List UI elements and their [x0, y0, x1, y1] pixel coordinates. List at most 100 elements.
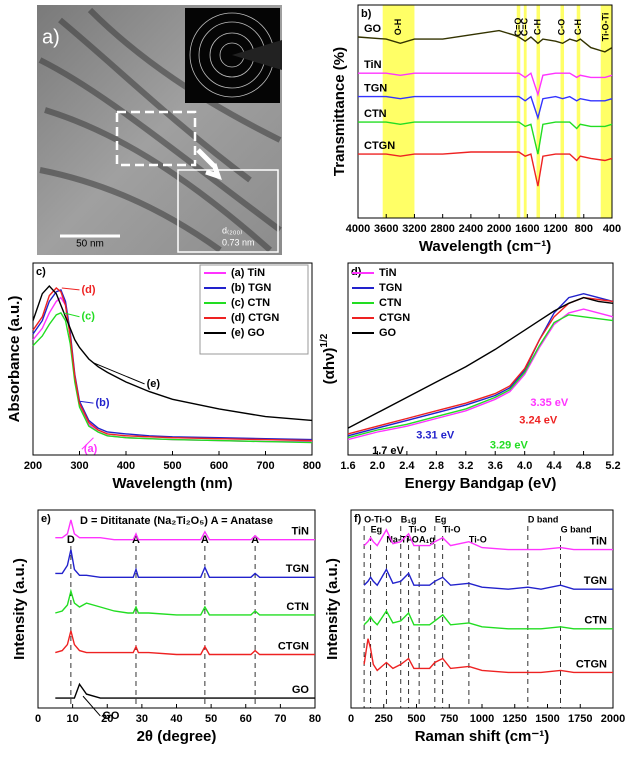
x-tick-label: 250	[375, 713, 393, 725]
peak-label: A	[251, 534, 259, 546]
x-tick-label: 50	[205, 713, 217, 725]
annotation: 3.24 eV	[519, 414, 558, 426]
band-label: C-H	[533, 19, 543, 35]
panel-label: e)	[41, 513, 51, 525]
series-line	[347, 296, 614, 429]
legend-label: TiN	[379, 267, 397, 279]
x-tick-label: 40	[170, 713, 182, 725]
series-label: TGN	[584, 575, 607, 587]
x-axis-label: Wavelength (cm⁻¹)	[419, 238, 551, 255]
x-tick-label: 1.6	[340, 460, 355, 472]
series-label: CTGN	[576, 658, 607, 670]
x-tick-label: 20	[101, 713, 113, 725]
band	[516, 5, 521, 218]
annotation: (b)	[95, 397, 109, 409]
series-label: TiN	[291, 526, 309, 538]
tem-image: a) 50 nm d₍₂₀₀₎ 0.73 nm	[37, 5, 282, 255]
spacing-value: 0.73 nm	[222, 237, 255, 247]
legend-label: (e) GO	[231, 327, 265, 339]
series-label: CTN	[364, 108, 387, 120]
x-tick-label: 750	[440, 713, 458, 725]
x-tick-label: 4000	[346, 223, 370, 235]
x-tick-label: 1000	[470, 713, 494, 725]
y-axis-label-main: Transmittance (%)	[331, 47, 348, 176]
band	[382, 5, 415, 218]
y-axis-label: Intensity (a.u.)	[324, 558, 341, 660]
x-tick-label: 10	[67, 713, 79, 725]
series-line	[363, 567, 613, 590]
x-tick-label: 200	[24, 460, 42, 472]
peak-label: Eg	[371, 524, 383, 534]
x-axis-label: Wavelength (nm)	[112, 475, 232, 492]
annotation-arrow	[93, 362, 145, 385]
peak-label: B₁g	[401, 514, 417, 524]
x-tick-label: 60	[240, 713, 252, 725]
series-label: GO	[364, 23, 382, 35]
band	[536, 5, 541, 218]
x-tick-label: 600	[210, 460, 228, 472]
band	[523, 5, 527, 218]
x-tick-label: 2.4	[399, 460, 415, 472]
plot-frame	[347, 262, 614, 456]
series-line	[32, 312, 313, 444]
tem-texture	[38, 7, 282, 253]
series-line	[32, 284, 313, 422]
panel-label: b)	[361, 8, 372, 20]
y-axis-label-main: Intensity (a.u.)	[11, 558, 28, 660]
x-axis-label: 2θ (degree)	[137, 728, 217, 745]
series-label: TiN	[589, 536, 607, 548]
annotation-arrow	[61, 287, 80, 291]
panel-label: d)	[351, 266, 362, 278]
series-line	[55, 682, 315, 699]
x-tick-label: 800	[303, 460, 321, 472]
series-line	[55, 519, 315, 541]
x-axis-label: Raman shift (cm⁻¹)	[415, 728, 550, 745]
x-tick-label: 4.4	[546, 460, 562, 472]
x-tick-label: 80	[309, 713, 321, 725]
series-line	[358, 72, 613, 97]
x-tick-label: 3.2	[458, 460, 473, 472]
x-tick-label: 300	[70, 460, 88, 472]
legend-frame	[199, 264, 309, 355]
peak-label: D	[67, 534, 75, 546]
x-tick-label: 1500	[535, 713, 559, 725]
y-axis-label: Transmittance (%)	[331, 47, 348, 176]
x-tick-label: 1250	[503, 713, 527, 725]
zoom-arrow	[196, 148, 222, 180]
annotation-arrow	[63, 312, 80, 318]
series-label: CTN	[584, 615, 607, 627]
legend-label: (b) TGN	[231, 282, 271, 294]
peak-label: A₁g	[419, 534, 435, 544]
zoom-box	[115, 110, 197, 167]
panel-label: c)	[36, 266, 46, 278]
chart: 200 300 400 500 600 700 800 Wavelength (nm) Abso…	[6, 262, 321, 492]
annotation: GO	[102, 710, 120, 722]
series-line	[55, 588, 315, 616]
legend-label: CTN	[379, 297, 402, 309]
y-axis-label: (αhν)1/2	[319, 333, 338, 384]
peak-label: Ti-O	[409, 524, 427, 534]
series-line	[363, 609, 613, 630]
series-label: CTN	[286, 601, 309, 613]
band-label: O-H	[393, 19, 403, 36]
x-tick-label: 1750	[568, 713, 592, 725]
annotation: (c)	[82, 311, 96, 323]
band	[576, 5, 581, 218]
x-tick-label: 3.6	[488, 460, 503, 472]
x-tick-label: 2800	[430, 223, 454, 235]
x-tick-label: 4.8	[576, 460, 591, 472]
x-tick-label: 1200	[543, 223, 567, 235]
series-line	[357, 29, 613, 53]
peak-label: Ti-O	[443, 524, 461, 534]
y-axis-label-main: (αhν)	[321, 348, 338, 385]
panel-label: a)	[42, 26, 60, 48]
subtitle: D = Dititanate (Na₂Ti₂O₅) A = Anatase	[80, 515, 273, 527]
band-label: Ti-O-Ti	[601, 13, 611, 42]
x-tick-label: 800	[575, 223, 593, 235]
series-line	[347, 314, 614, 439]
series-line	[363, 528, 613, 551]
x-tick-label: 4.0	[517, 460, 532, 472]
x-tick-label: 500	[163, 460, 181, 472]
annotation-arrow	[81, 437, 94, 450]
